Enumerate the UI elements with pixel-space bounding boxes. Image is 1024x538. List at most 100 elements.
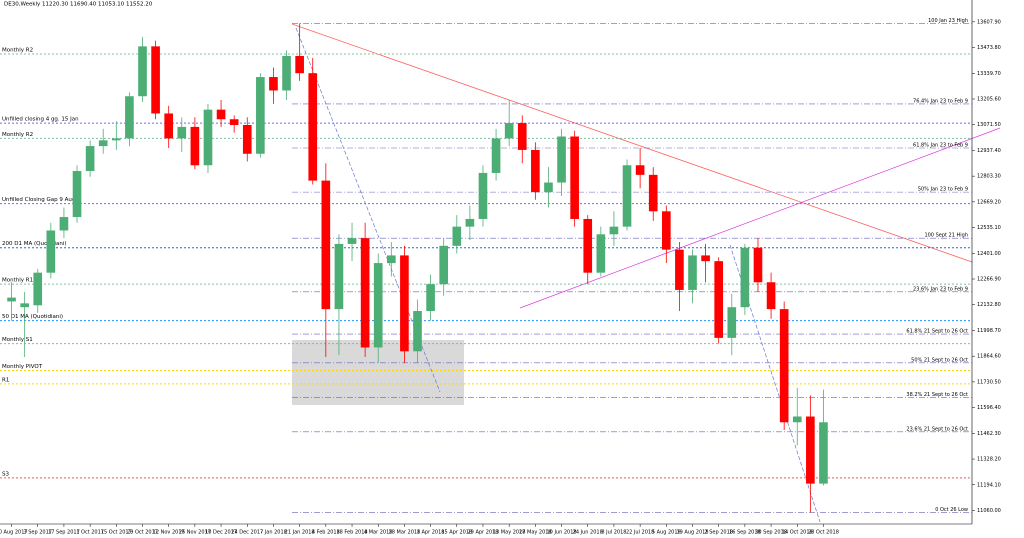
- x-tick-label: 10 Jun 2018: [547, 530, 577, 536]
- candle-body: [164, 113, 174, 139]
- y-tick-label: 12266.90: [977, 277, 1001, 283]
- y-tick-label: 13339.70: [977, 71, 1001, 77]
- x-tick-label: 7 Jan 2018: [260, 530, 287, 536]
- candle-body: [766, 282, 776, 310]
- fib-label: 76.4% Jan 23 to Feb 9: [913, 98, 968, 104]
- candle-body: [334, 243, 344, 310]
- candle-body: [517, 123, 527, 150]
- fib-label: 100 Sept 21 High: [924, 233, 968, 239]
- candle-body: [72, 171, 82, 218]
- x-tick-label: 1 Oct 2017: [76, 530, 104, 536]
- x-tick-label: 20 Aug 2017: [0, 530, 28, 536]
- x-tick-label: 21 Jan 2018: [285, 530, 315, 536]
- candle-body: [465, 218, 475, 227]
- candle-body: [20, 303, 29, 308]
- candle-body: [216, 109, 226, 120]
- candle-body: [661, 211, 671, 250]
- candle-body: [282, 55, 291, 91]
- fib-label: 61.8% 21 Sept to 26 Oct: [906, 329, 968, 335]
- candle-body: [190, 126, 200, 166]
- candle-body: [635, 165, 645, 175]
- x-tick-label: 24 Jun 2018: [573, 530, 603, 536]
- y-tick-label: 11462.30: [977, 431, 1001, 437]
- x-tick-label: 24 Dec 2017: [231, 530, 263, 536]
- x-tick-label: 13 May 2018: [493, 530, 526, 536]
- candle-body: [675, 249, 684, 290]
- candle-body: [7, 297, 16, 302]
- level-label: Monthly R1: [2, 278, 33, 284]
- fib-label: 23.6% 21 Sept to 26 Oct: [906, 426, 968, 432]
- y-tick-label: 12669.20: [977, 199, 1001, 205]
- fib-label: 23.6% Jan 23 to Feb 9: [913, 286, 968, 292]
- candle-body: [269, 77, 278, 91]
- level-label: Monthly R2: [2, 132, 33, 138]
- trendline: [291, 23, 973, 263]
- candle-body: [570, 136, 579, 219]
- fib-label: 50% 21 Sept to 26 Oct: [911, 357, 968, 363]
- candle-body: [111, 138, 121, 141]
- fib-label: 100 Jan 23 High: [928, 18, 968, 24]
- level-label: Unfilled closing 4 gg. 15 Jan: [2, 117, 79, 123]
- x-tick-label: 28 Oct 2018: [808, 530, 839, 536]
- x-tick-label: 2 Sep 2018: [704, 530, 733, 536]
- fib-label: 0 Oct 26 Low: [935, 507, 968, 513]
- candle-body: [308, 73, 318, 181]
- level-label: 200 D1 MA (Quotidiani): [2, 241, 67, 247]
- x-tick-label: 15 Oct 2017: [101, 530, 132, 536]
- candle-body: [373, 263, 383, 348]
- candle-body: [806, 416, 815, 484]
- level-label: R1: [2, 377, 9, 383]
- candle-body: [321, 180, 331, 310]
- level-label: Monthly R2: [2, 48, 33, 54]
- candle-body: [256, 77, 265, 154]
- candle-body: [531, 149, 540, 193]
- candle-body: [242, 124, 252, 154]
- candle-body: [727, 307, 737, 338]
- candle-body: [413, 311, 422, 352]
- level-label: Monthly S1: [2, 337, 33, 343]
- y-tick-label: 12401.00: [977, 251, 1001, 257]
- candle-body: [151, 46, 160, 114]
- x-tick-label: 10 Dec 2017: [205, 530, 237, 536]
- candle-body: [138, 46, 147, 97]
- level-label: 50 D1 MA (Quotidiani): [2, 314, 63, 320]
- y-tick-label: 11194.10: [977, 482, 1001, 488]
- candle-body: [33, 272, 43, 306]
- y-tick-label: 11328.20: [977, 457, 1001, 463]
- y-tick-label: 12535.10: [977, 225, 1001, 231]
- candle-body: [609, 226, 619, 235]
- candle-body: [177, 126, 187, 139]
- candle-body: [46, 230, 56, 273]
- x-tick-label: 16 Sep 2018: [729, 530, 761, 536]
- y-tick-label: 12937.40: [977, 148, 1001, 154]
- candle-body: [452, 226, 462, 246]
- x-tick-label: 29 Apr 2018: [468, 530, 499, 536]
- x-tick-label: 12 Nov 2017: [153, 530, 185, 536]
- fib-label: 61.8% Jan 23 to Feb 9: [913, 143, 968, 149]
- x-tick-label: 29 Oct 2017: [127, 530, 158, 536]
- candle-body: [557, 136, 566, 183]
- y-tick-label: 12132.80: [977, 302, 1001, 308]
- x-tick-label: 3 Sep 2017: [23, 530, 52, 536]
- x-tick-label: 5 Aug 2018: [652, 530, 681, 536]
- level-label: Monthly PIVOT: [2, 364, 43, 370]
- y-tick-label: 11730.50: [977, 379, 1001, 385]
- candle-body: [714, 261, 724, 338]
- x-tick-label: 18 Mar 2018: [389, 530, 421, 536]
- y-tick-label: 13205.60: [977, 96, 1001, 102]
- fib-label: 50% Jan 23 to Feb 9: [918, 187, 968, 193]
- x-tick-label: 1 Apr 2018: [417, 530, 445, 536]
- x-tick-label: 30 Sep 2018: [755, 530, 787, 536]
- candle-body: [386, 255, 396, 264]
- candle-body: [426, 284, 435, 312]
- candle-body: [648, 174, 658, 212]
- candle-body: [229, 119, 239, 125]
- candle-body: [98, 140, 108, 147]
- x-tick-label: 15 Apr 2018: [441, 530, 472, 536]
- candle-body: [400, 255, 409, 352]
- y-tick-label: 13473.80: [977, 45, 1001, 51]
- candle-body: [347, 238, 357, 244]
- candle-body: [583, 218, 593, 273]
